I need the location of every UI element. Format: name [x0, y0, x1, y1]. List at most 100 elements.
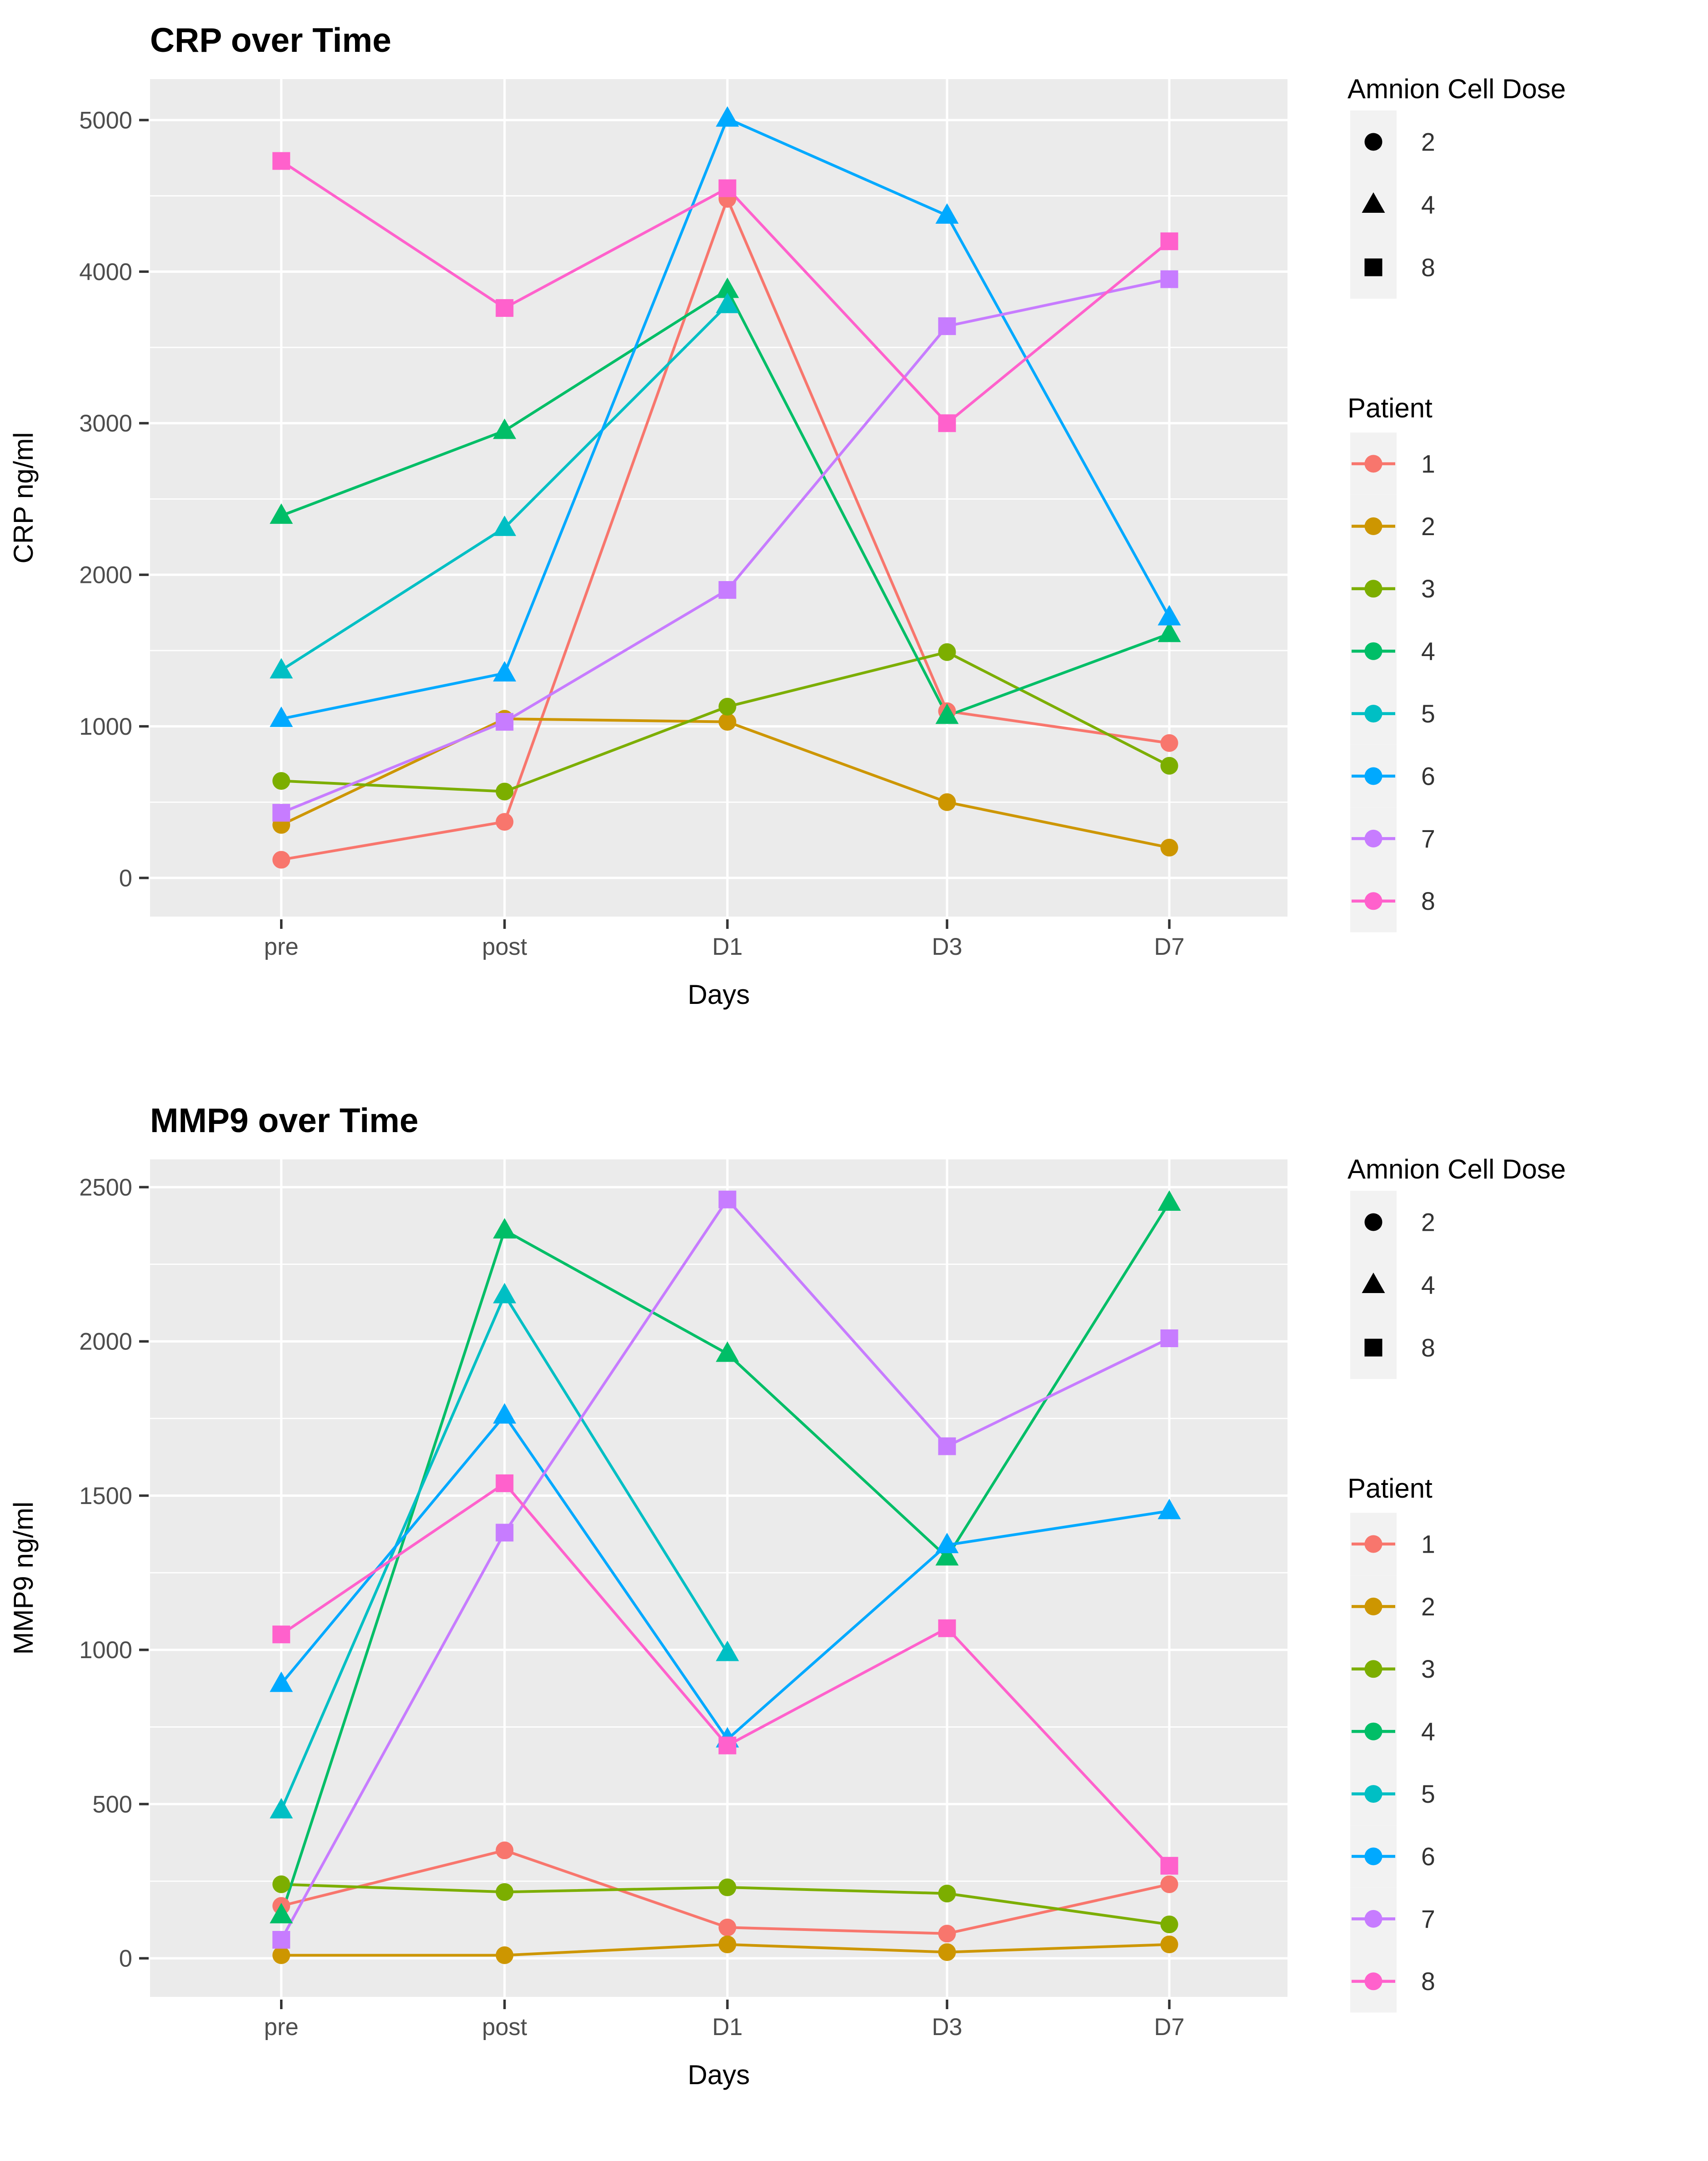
marker-patient-7-D1: [718, 581, 736, 599]
patient-legend-title: Patient: [1347, 1473, 1433, 1504]
patient-legend-circle-icon: [1364, 642, 1382, 660]
x-tick-label: D1: [712, 2014, 742, 2041]
patient-legend-label: 3: [1421, 575, 1435, 603]
marker-patient-1-D1: [718, 1918, 736, 1936]
marker-patient-8-D3: [938, 1619, 956, 1637]
marker-patient-4-pre: [270, 503, 293, 524]
y-tick-label: 2000: [79, 562, 132, 589]
marker-patient-5-D1: [716, 1640, 739, 1661]
marker-patient-8-D1: [718, 1736, 736, 1755]
marker-patient-8-D3: [938, 414, 956, 432]
panel-background: [150, 1159, 1288, 1997]
patient-legend-circle-icon: [1364, 1972, 1382, 1991]
x-tick-label: pre: [264, 2014, 299, 2041]
patient-legend-circle-icon: [1364, 1660, 1382, 1678]
patient-legend-circle-icon: [1364, 1535, 1382, 1553]
x-tick-label: post: [482, 933, 527, 960]
marker-patient-5-pre: [270, 1798, 293, 1819]
marker-patient-1-pre: [272, 851, 291, 869]
y-tick-label: 1500: [79, 1483, 132, 1509]
patient-legend-circle-icon: [1364, 517, 1382, 535]
patient-legend-circle-icon: [1364, 767, 1382, 785]
marker-patient-6-D7: [1157, 605, 1181, 626]
dose-legend-title: Amnion Cell Dose: [1347, 74, 1566, 104]
patient-legend-label: 7: [1421, 825, 1435, 853]
marker-patient-5-post: [493, 1283, 516, 1304]
marker-patient-7-pre: [272, 1930, 291, 1949]
marker-patient-2-D1: [718, 713, 736, 731]
marker-patient-8-pre: [272, 152, 291, 170]
x-axis-title: Days: [688, 979, 750, 1010]
dose-legend-square-icon: [1364, 1339, 1382, 1357]
marker-patient-7-D7: [1160, 1329, 1178, 1348]
patient-legend-circle-icon: [1364, 1910, 1382, 1928]
patient-legend-circle-icon: [1364, 829, 1382, 847]
marker-patient-4-D1: [716, 277, 739, 298]
dose-legend-label: 2: [1421, 1208, 1435, 1236]
marker-patient-3-D7: [1160, 1915, 1178, 1934]
chart-title: CRP over Time: [150, 21, 391, 59]
patient-legend-label: 3: [1421, 1655, 1435, 1683]
dose-legend-square-icon: [1364, 258, 1382, 276]
x-tick-label: pre: [264, 933, 299, 960]
marker-patient-2-D3: [938, 793, 956, 811]
dose-legend-circle-icon: [1364, 1213, 1382, 1231]
marker-patient-2-D3: [938, 1943, 956, 1961]
patient-legend-label: 7: [1421, 1905, 1435, 1933]
patient-legend-label: 4: [1421, 637, 1435, 666]
patient-legend-label: 1: [1421, 450, 1435, 478]
patient-legend-label: 5: [1421, 1780, 1435, 1808]
marker-patient-7-D3: [938, 1437, 956, 1455]
marker-patient-5-pre: [270, 658, 293, 679]
y-tick-label: 1000: [79, 713, 132, 740]
marker-patient-8-D7: [1160, 232, 1178, 251]
y-tick-label: 5000: [79, 107, 132, 134]
x-axis-title: Days: [688, 2060, 750, 2090]
marker-patient-6-post: [493, 661, 516, 682]
marker-patient-5-D1: [716, 292, 739, 313]
marker-patient-3-pre: [272, 772, 291, 790]
dose-legend-label: 8: [1421, 1334, 1435, 1362]
patient-legend-circle-icon: [1364, 1785, 1382, 1803]
x-tick-label: D1: [712, 933, 742, 960]
marker-patient-4-D1: [716, 1341, 739, 1362]
marker-patient-2-D1: [718, 1935, 736, 1954]
y-tick-label: 2000: [79, 1329, 132, 1355]
y-tick-label: 1000: [79, 1637, 132, 1664]
marker-patient-8-D7: [1160, 1857, 1178, 1875]
marker-patient-6-D7: [1157, 1499, 1181, 1519]
marker-patient-6-post: [493, 1403, 516, 1424]
patient-legend-label: 1: [1421, 1530, 1435, 1558]
marker-patient-4-D7: [1157, 622, 1181, 642]
patient-legend-circle-icon: [1364, 455, 1382, 473]
marker-patient-4-D7: [1157, 1190, 1181, 1211]
marker-patient-4-pre: [270, 1903, 293, 1924]
patient-legend-circle-icon: [1364, 1722, 1382, 1740]
marker-patient-2-D7: [1160, 1935, 1178, 1954]
marker-patient-5-post: [493, 515, 516, 536]
patient-legend-circle-icon: [1364, 1597, 1382, 1615]
panel-background: [150, 79, 1288, 917]
patient-legend-label: 2: [1421, 1593, 1435, 1621]
y-tick-label: 500: [92, 1791, 132, 1818]
patient-legend-label: 2: [1421, 512, 1435, 541]
patient-legend-label: 5: [1421, 700, 1435, 728]
patient-legend-label: 6: [1421, 762, 1435, 790]
marker-patient-3-D1: [718, 1878, 736, 1896]
y-tick-label: 0: [119, 1945, 132, 1972]
marker-patient-3-D3: [938, 643, 956, 661]
marker-patient-6-D3: [935, 203, 959, 224]
marker-patient-3-pre: [272, 1875, 291, 1893]
crp-plot-area: pre post D1 D3 D7010002000300040005000248123…: [79, 79, 1435, 960]
marker-patient-8-post: [496, 299, 514, 317]
mmp9-plot-area: pre post D1 D3 D7050010001500200025002481234…: [79, 1159, 1435, 2041]
dose-legend-triangle-icon: [1362, 192, 1385, 213]
marker-patient-6-D3: [935, 1533, 959, 1554]
marker-patient-8-pre: [272, 1625, 291, 1644]
marker-patient-3-D1: [718, 697, 736, 716]
marker-patient-6-pre: [270, 706, 293, 727]
marker-patient-7-D7: [1160, 270, 1178, 288]
marker-patient-8-D1: [718, 179, 736, 197]
marker-patient-7-post: [496, 713, 514, 731]
y-axis-title: CRP ng/ml: [8, 432, 39, 564]
